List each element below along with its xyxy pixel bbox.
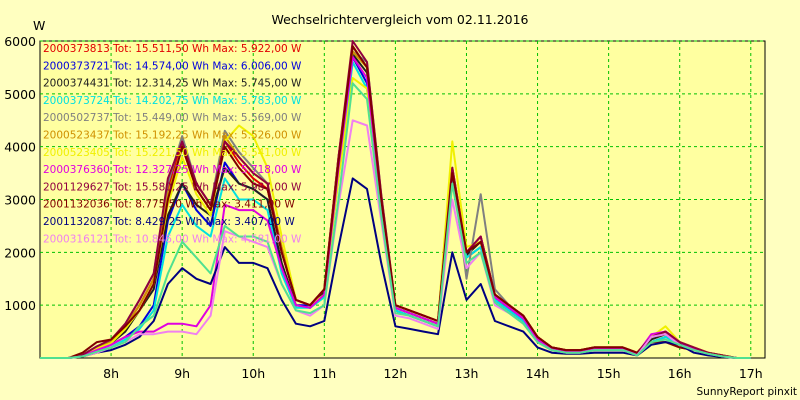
y-axis-label: W (33, 18, 45, 33)
legend-entry: 2000373721 Tot: 14.574,00 Wh Max: 6.006,… (43, 60, 302, 72)
legend-entry: 2000373813 Tot: 15.511,50 Wh Max: 5.922,… (43, 43, 302, 55)
legend-entry: 2000316121 Tot: 10.846,00 Wh Max: 4.581,… (43, 233, 302, 245)
y-tick-label: 6000 (4, 34, 36, 49)
legend-entry: 2000373724 Tot: 14.202,75 Wh Max: 5.783,… (43, 95, 302, 107)
legend-entry: 2001132087 Tot: 8.429,25 Wh Max: 3.407,0… (43, 216, 295, 228)
legend: 2000373813 Tot: 15.511,50 Wh Max: 5.922,… (43, 43, 302, 245)
legend-entry: 2000523437 Tot: 15.192,25 Wh Max: 5.526,… (43, 130, 302, 142)
y-axis-ticks: 1000 2000 3000 4000 5000 6000 (4, 34, 36, 313)
x-tick-label: 10h (241, 366, 265, 381)
x-tick-label: 13h (455, 366, 479, 381)
footer-credit: SunnyReport pinxit (697, 386, 797, 398)
series-line-13 (40, 82, 751, 359)
x-axis-ticks: 8h 9h 10h 11h 12h 13h 14h 15h 16h 17h (103, 366, 763, 381)
series-lines (40, 40, 751, 359)
x-tick-label: 9h (174, 366, 190, 381)
x-tick-label: 12h (383, 366, 407, 381)
y-tick-label: 1000 (4, 298, 36, 313)
legend-entry: 2000502737 Tot: 15.449,00 Wh Max: 5.569,… (43, 112, 302, 124)
x-tick-label: 15h (597, 366, 621, 381)
legend-entry: 2000376360 Tot: 12.327,25 Wh Max: 5.718,… (43, 164, 302, 176)
y-tick-label: 4000 (4, 140, 36, 155)
y-tick-label: 3000 (4, 193, 36, 208)
legend-entry: 2000374431 Tot: 12.314,25 Wh Max: 5.745,… (43, 78, 302, 90)
chart-title: Wechselrichtervergleich vom 02.11.2016 (271, 12, 528, 27)
legend-entry: 2001129627 Tot: 15.580,25 Wh Max: 5.987,… (43, 181, 302, 193)
x-tick-label: 14h (526, 366, 550, 381)
x-tick-label: 8h (103, 366, 119, 381)
legend-entry: 2000523405 Tot: 15.221,50 Wh Max: 5.541,… (43, 147, 302, 159)
y-tick-label: 2000 (4, 245, 36, 260)
legend-entry: 2001132036 Tot: 8.775,50 Wh Max: 3.411,0… (43, 199, 295, 211)
x-tick-label: 16h (668, 366, 692, 381)
series-line-10 (40, 45, 751, 359)
x-tick-label: 17h (739, 366, 763, 381)
x-tick-label: 11h (312, 366, 336, 381)
y-tick-label: 5000 (4, 87, 36, 102)
